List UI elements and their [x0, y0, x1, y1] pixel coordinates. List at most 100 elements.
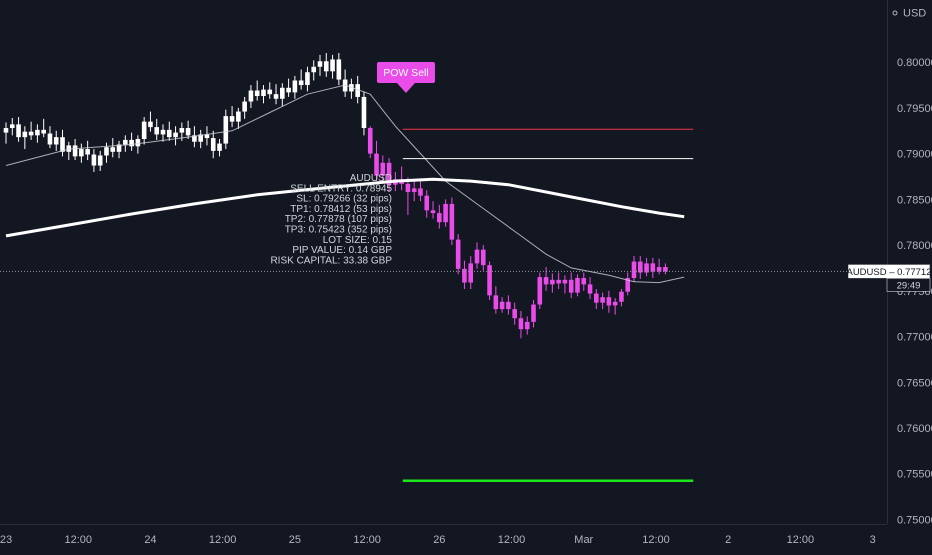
candle-body: [424, 195, 430, 211]
candle-body: [135, 139, 141, 147]
candle-body: [154, 127, 160, 135]
candle-body: [317, 61, 323, 67]
candle: [518, 310, 524, 339]
candle: [342, 69, 348, 97]
candle-body: [217, 143, 222, 151]
candle-body: [292, 80, 298, 93]
candle: [104, 142, 109, 163]
candle-body: [305, 72, 310, 86]
candle: [22, 126, 28, 150]
candle-body: [210, 138, 216, 151]
candle-body: [192, 135, 197, 142]
price-levels-layer: [402, 128, 694, 482]
pow-sell-tag[interactable]: POW Sell: [376, 62, 435, 93]
candle: [154, 118, 160, 140]
candle: [141, 117, 147, 145]
trade-info-line: TP1: 0.78412 (53 pips): [290, 204, 392, 215]
candle: [581, 272, 587, 291]
candle: [443, 199, 448, 227]
candle: [437, 204, 442, 229]
candle-body: [267, 89, 273, 95]
candle: [418, 181, 423, 202]
candle: [512, 302, 517, 325]
candle-body: [179, 128, 185, 133]
candle: [430, 201, 436, 219]
candle-body: [248, 90, 254, 102]
time-tick-label: 12:00: [642, 534, 670, 546]
candle-body: [443, 203, 448, 223]
candle-body: [129, 139, 134, 147]
trade-info-line: SELL ENTRY: 0.78945: [290, 183, 392, 194]
candle-body: [330, 59, 335, 72]
candle: [411, 181, 417, 202]
candle: [612, 298, 618, 315]
candle: [543, 267, 549, 291]
candle: [619, 288, 624, 307]
price-axis[interactable]: 0.800000.795000.790000.785000.780000.775…: [897, 57, 932, 526]
time-tick-label: 23: [0, 534, 12, 546]
candle: [480, 245, 486, 271]
candle: [242, 96, 247, 119]
candle-body: [543, 277, 549, 285]
candle: [499, 297, 505, 313]
candle-body: [148, 121, 153, 128]
candle-body: [550, 279, 555, 285]
candle-body: [141, 121, 147, 140]
candle-body: [323, 61, 329, 72]
candle: [298, 69, 304, 90]
candle: [336, 53, 342, 86]
time-axis[interactable]: 23 12:00 24 12:00 25 12:00 26 12:00 Mar 12:00 2 12:…: [0, 534, 876, 546]
candle: [594, 288, 599, 310]
candle: [110, 138, 116, 158]
candle-body: [430, 210, 436, 214]
time-tick-label: 12:00: [209, 534, 237, 546]
currency-selector[interactable]: USD: [892, 8, 926, 20]
trade-info-line: AUDUSD: [350, 173, 392, 184]
candle-body: [562, 279, 568, 284]
candle: [531, 299, 536, 328]
candle: [606, 290, 612, 313]
candle: [323, 53, 329, 77]
time-tick-label: 12:00: [787, 534, 815, 546]
candle: [506, 295, 511, 315]
last-price-badge: AUDUSD – 0.77712 29:49: [846, 264, 932, 292]
candle: [204, 126, 210, 146]
candle: [273, 84, 279, 105]
candle: [562, 275, 568, 294]
candle-body: [587, 284, 593, 294]
candle-body: [619, 291, 624, 302]
time-tick-label: Mar: [574, 534, 593, 546]
candle: [361, 91, 367, 136]
time-tick-label: 26: [433, 534, 445, 546]
candle-body: [518, 318, 524, 330]
candle-body: [499, 301, 505, 310]
candle: [91, 149, 97, 172]
candle-body: [280, 87, 285, 99]
candle: [236, 107, 241, 129]
candle-body: [223, 116, 229, 144]
price-tick-label: 0.75000: [897, 514, 932, 526]
candle: [637, 256, 643, 279]
candle-body: [185, 128, 191, 136]
candle: [85, 140, 90, 161]
candle-body: [437, 213, 442, 223]
candle-body: [41, 129, 46, 134]
trade-info-line: PIP VALUE: 0.14 GBP: [292, 245, 392, 256]
candle-body: [556, 279, 561, 284]
candle: [462, 260, 467, 289]
candle-body: [198, 134, 203, 142]
candle-body: [166, 129, 172, 138]
candle: [35, 124, 40, 143]
candle: [493, 286, 499, 314]
candle-body: [637, 261, 643, 273]
trade-info-line: RISK CAPITAL: 33.38 GBP: [270, 255, 392, 266]
candle: [160, 124, 166, 142]
candle-body: [311, 66, 317, 73]
candle: [123, 135, 128, 152]
